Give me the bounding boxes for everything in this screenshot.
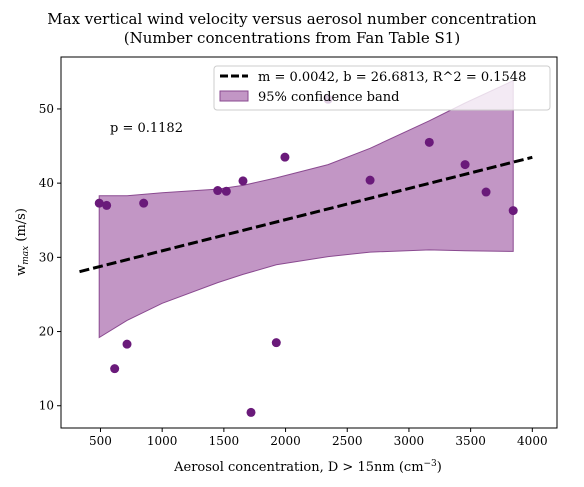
y-tick-label: 10: [39, 399, 54, 413]
legend-band-label: 95% confidence band: [258, 90, 399, 105]
p-value-annotation: p = 0.1182: [110, 121, 183, 136]
x-tick-label: 3500: [455, 434, 486, 448]
x-tick-label: 2500: [332, 434, 363, 448]
legend-band-swatch: [219, 90, 249, 102]
y-tick-label: 50: [39, 102, 54, 116]
x-tick-label: 3000: [394, 434, 425, 448]
x-tick-label: 2000: [270, 434, 301, 448]
data-point: [139, 198, 149, 208]
confidence-band: [98, 79, 514, 339]
y-axis-label-subscript: max: [21, 246, 31, 265]
chart-subtitle: (Number concentrations from Fan Table S1…: [123, 29, 461, 47]
x-tick-label: 1500: [209, 434, 240, 448]
y-axis-label-unit: (m/s): [14, 208, 29, 246]
data-point: [122, 339, 132, 349]
fit-line-layer: [79, 155, 533, 274]
regression-line: [79, 155, 533, 274]
data-point: [280, 152, 290, 162]
data-point: [271, 338, 281, 348]
data-point: [110, 364, 120, 374]
data-point: [94, 198, 104, 208]
chart-title: Max vertical wind velocity versus aeroso…: [47, 10, 537, 28]
legend-fit-label: m = 0.0042, b = 26.6813, R^2 = 0.1548: [258, 70, 526, 85]
data-point: [481, 187, 491, 197]
x-tick-label: 4000: [517, 434, 548, 448]
data-point: [246, 407, 256, 417]
axes-frame: [60, 56, 558, 429]
legend-frame: [213, 65, 551, 111]
x-axis-label: Aerosol concentration, D > 15nm (cm−3): [173, 459, 442, 475]
y-tick-label: 40: [39, 176, 54, 190]
x-axis-label-main: Aerosol concentration, D > 15nm (cm: [173, 460, 423, 475]
data-point: [213, 186, 223, 196]
x-axis-label-close: ): [437, 460, 442, 475]
data-point: [424, 137, 434, 147]
confidence-band-layer: [98, 79, 514, 339]
data-point: [460, 160, 470, 170]
y-tick-label: 30: [39, 250, 54, 264]
x-axis-label-exponent: −3: [424, 459, 438, 469]
y-axis-ticks: 10 20 30 40 50: [39, 102, 61, 413]
legend: m = 0.0042, b = 26.6813, R^2 = 0.1548 95…: [213, 65, 551, 111]
data-point: [221, 186, 231, 196]
x-tick-label: 500: [89, 434, 112, 448]
y-axis-label-main: w: [14, 265, 29, 276]
y-tick-label: 20: [39, 325, 54, 339]
x-tick-label: 1000: [147, 434, 178, 448]
data-point: [238, 176, 248, 186]
data-point: [365, 175, 375, 185]
data-point: [102, 200, 112, 210]
y-axis-label: wmax (m/s): [14, 208, 31, 276]
x-axis-ticks: 500 1000 1500 2000 2500 3000 3500 4000: [89, 428, 548, 448]
data-point: [508, 206, 518, 216]
